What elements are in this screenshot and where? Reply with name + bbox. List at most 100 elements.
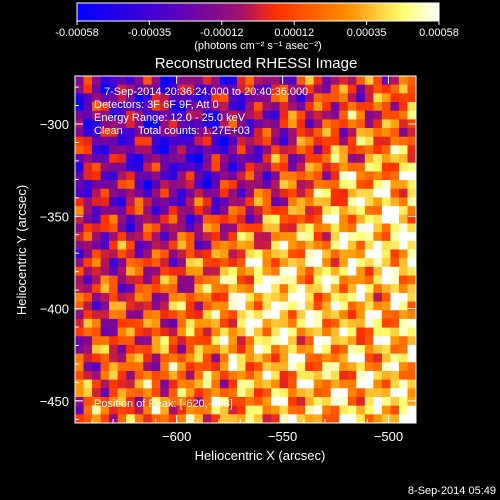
- heatmap-cell: [109, 362, 119, 372]
- heatmap-cell: [373, 362, 383, 372]
- heatmap-cell: [305, 128, 315, 138]
- heatmap-cell: [177, 396, 187, 407]
- heatmap-cell: [364, 171, 374, 181]
- heatmap-cell: [313, 223, 323, 233]
- heatmap-cell: [168, 275, 178, 285]
- heatmap-cell: [288, 214, 298, 225]
- heatmap-cell: [92, 370, 102, 381]
- heatmap-cell: [339, 301, 349, 311]
- heatmap-cell: [305, 249, 315, 259]
- heatmap-cell: [356, 405, 366, 415]
- heatmap-cell: [288, 206, 298, 216]
- heatmap-cell: [211, 362, 221, 372]
- heatmap-cell: [296, 76, 306, 86]
- heatmap-cell: [83, 353, 93, 363]
- heatmap-cell: [407, 206, 416, 216]
- heatmap-cell: [151, 145, 161, 155]
- heatmap-cell: [134, 145, 144, 155]
- heatmap-cell: [168, 336, 178, 346]
- heatmap-cell: [364, 197, 374, 207]
- heatmap-cell: [117, 405, 127, 415]
- heatmap-cell: [219, 284, 230, 294]
- heatmap-cell: [254, 266, 264, 277]
- heatmap-cell: [279, 362, 289, 372]
- heatmap-cell: [322, 284, 332, 294]
- heatmap-cell: [245, 327, 255, 337]
- heatmap-cell: [194, 344, 204, 355]
- heatmap-cell: [288, 93, 298, 103]
- heatmap-cell: [322, 128, 332, 138]
- heatmap-cell: [117, 110, 127, 120]
- heatmap-cell: [143, 353, 153, 363]
- heatmap-cell: [236, 310, 247, 320]
- heatmap-cell: [364, 180, 374, 190]
- heatmap-cell: [202, 284, 213, 294]
- heatmap-cell: [134, 154, 144, 164]
- heatmap-cell: [83, 379, 93, 389]
- heatmap-cell: [211, 84, 221, 94]
- heatmap-cell: [211, 206, 221, 216]
- heatmap-cell: [117, 136, 127, 147]
- heatmap-cell: [126, 370, 136, 381]
- heatmap-cell: [254, 284, 264, 294]
- heatmap-cell: [305, 396, 315, 407]
- heatmap-cell: [330, 154, 340, 164]
- heatmap-cell: [305, 180, 315, 190]
- heatmap-cell: [305, 344, 315, 355]
- heatmap-cell: [177, 249, 187, 259]
- heatmap-cell: [100, 119, 110, 129]
- heatmap-cell: [262, 266, 272, 277]
- heatmap-cell: [228, 370, 238, 381]
- heatmap-cell: [143, 93, 153, 103]
- heatmap-cell: [126, 327, 136, 337]
- heatmap-cell: [228, 197, 238, 207]
- heatmap-cell: [236, 240, 247, 251]
- heatmap-cell: [109, 370, 119, 381]
- heatmap-cell: [100, 188, 110, 199]
- heatmap-cell: [296, 379, 306, 389]
- heatmap-cell: [211, 214, 221, 225]
- heatmap-cell: [168, 188, 178, 199]
- heatmap-cell: [373, 388, 383, 398]
- heatmap-cell: [313, 318, 323, 329]
- heatmap-cell: [381, 188, 392, 199]
- heatmap-cell: [151, 353, 161, 363]
- heatmap-cell: [245, 249, 255, 259]
- heatmap-cell: [75, 162, 85, 173]
- heatmap-cell: [117, 284, 127, 294]
- heatmap-cell: [134, 353, 144, 363]
- heatmap-cell: [262, 249, 272, 259]
- heatmap-cell: [92, 318, 102, 329]
- heatmap-cell: [279, 336, 289, 346]
- heatmap-cell: [143, 396, 153, 407]
- heatmap-cell: [262, 84, 272, 94]
- heatmap-cell: [407, 379, 416, 389]
- heatmap-cell: [390, 232, 400, 242]
- heatmap-cell: [254, 206, 264, 216]
- heatmap-cell: [254, 353, 264, 363]
- heatmap-cell: [322, 396, 332, 407]
- heatmap-cell: [194, 93, 204, 103]
- heatmap-cell: [143, 171, 153, 181]
- heatmap-cell: [364, 240, 374, 251]
- heatmap-cell: [151, 197, 161, 207]
- heatmap-cell: [390, 223, 400, 233]
- heatmap-cell: [347, 136, 357, 147]
- heatmap-cell: [279, 197, 289, 207]
- heatmap-cell: [100, 275, 110, 285]
- heatmap-cell: [151, 284, 161, 294]
- heatmap-cell: [407, 327, 416, 337]
- heatmap-cell: [151, 214, 161, 225]
- heatmap-cell: [313, 414, 323, 423]
- heatmap-cell: [339, 162, 349, 173]
- heatmap-cell: [126, 284, 136, 294]
- heatmap-cell: [356, 388, 366, 398]
- heatmap-cell: [194, 266, 204, 277]
- heatmap-cell: [143, 301, 153, 311]
- heatmap-cell: [254, 76, 264, 86]
- heatmap-cell: [228, 128, 238, 138]
- heatmap-cell: [330, 396, 340, 407]
- heatmap-cell: [168, 206, 178, 216]
- y-tick-label: −400: [40, 302, 69, 317]
- heatmap-cell: [271, 275, 281, 285]
